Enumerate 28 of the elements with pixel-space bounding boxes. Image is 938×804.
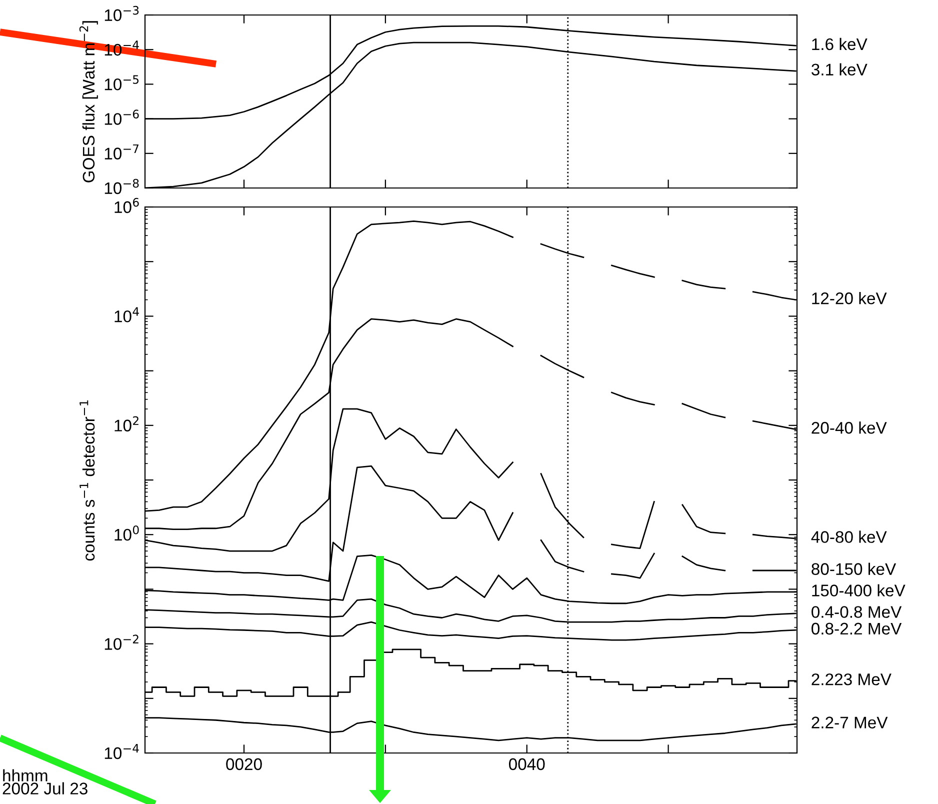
y-tick-label: 10$^{4}$: [114, 307, 139, 322]
legend-label: 0.4-0.8 MeV: [812, 606, 902, 618]
y-tick-label: 10$^{2}$: [114, 416, 138, 432]
y-tick-label: 10$^{6}$: [114, 198, 139, 214]
series-label: 3.1 keV: [812, 63, 868, 76]
text: hhmm: [3, 769, 48, 782]
y-tick-label: 10$^{0}$: [114, 525, 139, 541]
y-tick-label: 10$^{−5}$: [104, 75, 139, 90]
y-axis-title: counts s$^{−1}$ detector$^{−1}$: [80, 400, 95, 561]
y-tick-label: 10$^{−7}$: [104, 144, 139, 160]
y-tick-label: 10$^{−8}$: [104, 178, 139, 194]
text: 2002 Jul 23: [2, 782, 88, 794]
x-tick-label: 0040: [508, 758, 545, 770]
y-axis-title: GOES flux [Watt m$^{−2}$]: [79, 21, 98, 182]
legend-label: 20-40 keV: [812, 421, 887, 434]
legend-label: 40-80 keV: [811, 530, 887, 543]
legend-label: 150-400 keV: [812, 584, 906, 596]
legend-label: 0.8-2.2 MeV: [812, 622, 902, 635]
legend-label: 2.2-7 MeV: [812, 716, 888, 728]
legend-label: 80-150 keV: [812, 562, 896, 575]
y-tick-label: 10$^{−2}$: [104, 634, 138, 650]
legend-label: 1.6 keV: [812, 38, 868, 50]
y-tick-label: 10$^{−3}$: [104, 6, 139, 22]
legend-label: 12-20 keV: [812, 292, 887, 304]
y-tick-label: 10$^{−4}$: [104, 744, 139, 760]
legend-label: 2.223 MeV: [812, 673, 892, 686]
y-tick-label: 10$^{−6}$: [104, 110, 139, 125]
x-tick-label: 0020: [226, 758, 262, 770]
